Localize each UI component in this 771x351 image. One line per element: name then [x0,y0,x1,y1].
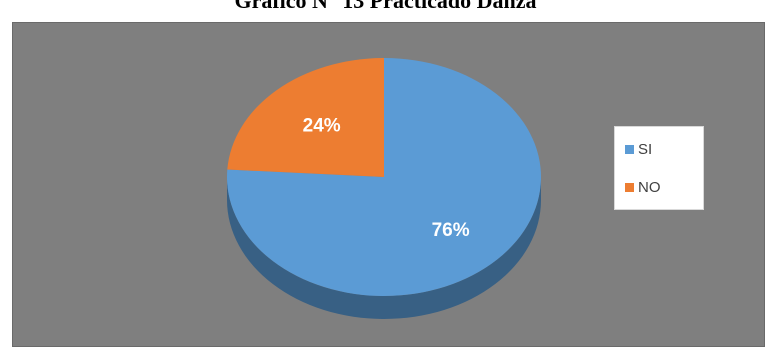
pie-top [226,58,542,296]
pie-labels: 76% 24% [303,116,470,241]
legend-label-no: NO [638,179,661,196]
legend-swatch-no [625,183,634,192]
data-label-no: 24% [303,116,341,137]
pie-slice-no [227,58,384,177]
data-label-si: 76% [432,220,470,241]
legend: SI NO [614,126,704,210]
legend-item-no: NO [625,179,661,196]
legend-label-si: SI [638,141,653,158]
pie-side-si [227,177,541,319]
chart-title: Gráfico N° 13 Practicado Danza [234,0,537,13]
pie-depth [227,177,541,319]
legend-item-si: SI [625,141,652,158]
legend-swatch-si [625,145,634,154]
